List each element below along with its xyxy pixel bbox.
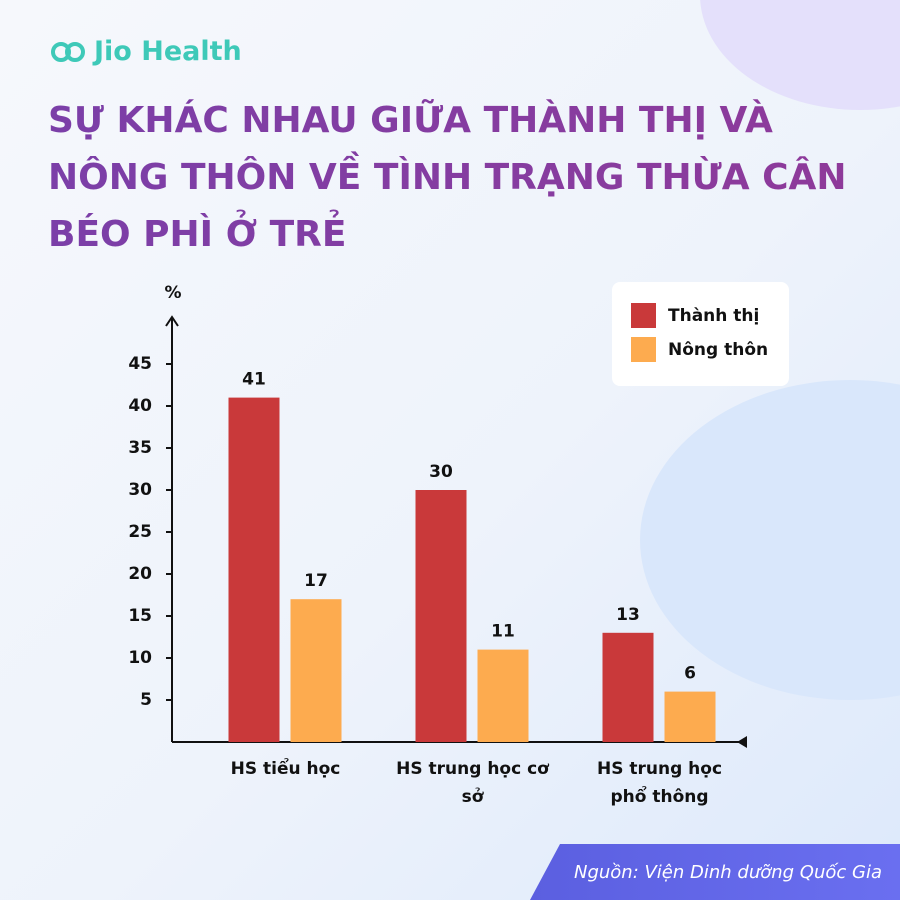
- x-tick-label: HS trung học cơ sở: [396, 759, 549, 807]
- data-label: 6: [684, 664, 696, 684]
- y-tick-label: 5: [140, 690, 152, 710]
- data-label: 13: [616, 605, 640, 625]
- bar: [290, 599, 342, 742]
- brand: Jio Health: [50, 36, 242, 67]
- y-axis-arrow: [165, 315, 179, 327]
- legend-label: Thành thị: [668, 306, 759, 326]
- brand-name: Jio Health: [94, 36, 242, 67]
- bar: [477, 649, 529, 742]
- y-tick-label: 15: [128, 606, 152, 626]
- y-tick-label: 25: [128, 522, 152, 542]
- legend-swatch: [631, 337, 656, 362]
- legend-swatch: [631, 303, 656, 328]
- chart-title: SỰ KHÁC NHAU GIỮA THÀNH THỊ VÀ NÔNG THÔN…: [48, 92, 848, 263]
- y-tick-label: 40: [128, 396, 152, 416]
- bar: [602, 632, 654, 742]
- legend-label: Nông thôn: [668, 340, 768, 360]
- y-tick-label: 35: [128, 438, 152, 458]
- x-axis-arrow: [737, 736, 747, 748]
- data-label: 30: [429, 462, 453, 482]
- data-label: 41: [242, 370, 266, 390]
- legend-box: [612, 282, 789, 386]
- brand-logo: [51, 41, 85, 62]
- y-tick-label: 45: [128, 354, 152, 374]
- bar: [664, 691, 716, 742]
- y-axis-label: %: [164, 283, 181, 303]
- y-tick-label: 30: [128, 480, 152, 500]
- bar: [228, 397, 280, 742]
- data-label: 17: [304, 571, 328, 591]
- source: Nguồn: Viện Dinh dưỡng Quốc Gia: [530, 844, 900, 900]
- y-tick-label: 20: [128, 564, 152, 584]
- x-tick-label: HS tiểu học: [230, 759, 341, 779]
- x-tick-label: HS trung học phổ thông: [596, 759, 723, 807]
- data-label: 11: [491, 622, 515, 642]
- bar: [415, 490, 467, 742]
- y-tick-label: 10: [128, 648, 152, 668]
